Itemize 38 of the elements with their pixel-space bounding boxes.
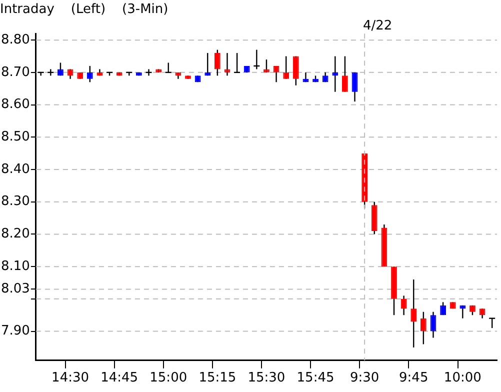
y-tick-label: 8.80 xyxy=(0,32,30,48)
x-tick-label: 15:30 xyxy=(248,370,286,386)
candlestick xyxy=(400,295,407,316)
candlestick xyxy=(273,65,280,83)
candlestick xyxy=(214,49,220,76)
candlestick xyxy=(488,318,496,329)
y-tick-label: 8.60 xyxy=(0,97,30,112)
ref-line-label: 4/22 xyxy=(362,18,392,34)
y-tick-label: 8.70 xyxy=(0,64,30,80)
x-tick-label: 15:00 xyxy=(150,370,188,386)
y-tick-label: 8.30 xyxy=(0,194,30,210)
y-tick-label: 8.10 xyxy=(0,258,30,274)
candlestick xyxy=(58,62,64,76)
chart-title: Intraday (Left) (3-Min) xyxy=(0,2,168,18)
candlestick xyxy=(371,201,378,235)
x-tick-label: 14:30 xyxy=(52,370,90,386)
candlestick xyxy=(283,56,290,80)
candlestick xyxy=(86,65,93,83)
candlestick xyxy=(430,311,436,338)
x-tick-label: 10:00 xyxy=(444,370,482,386)
candlestick xyxy=(440,302,446,316)
x-tick-label: 15:15 xyxy=(198,370,236,386)
y-tick-label: 8.50 xyxy=(0,130,30,145)
candlestick xyxy=(420,311,426,345)
y-tick-label: 8.03 xyxy=(0,282,30,297)
y-tick-label: 8.20 xyxy=(0,226,30,242)
x-tick-label: 14:45 xyxy=(100,370,138,386)
x-tick-label: 9:45 xyxy=(399,370,428,386)
candlestick xyxy=(352,72,358,102)
x-tick-label: 9:30 xyxy=(350,370,380,386)
y-tick-label: 8.40 xyxy=(0,162,30,177)
candlestick xyxy=(292,56,299,86)
candlestick xyxy=(264,58,270,74)
candlestick xyxy=(342,56,348,92)
x-tick-label: 15:45 xyxy=(296,370,334,386)
y-tick-label: 7.90 xyxy=(0,324,30,339)
candlestick xyxy=(224,52,230,76)
candlestick xyxy=(410,278,417,348)
